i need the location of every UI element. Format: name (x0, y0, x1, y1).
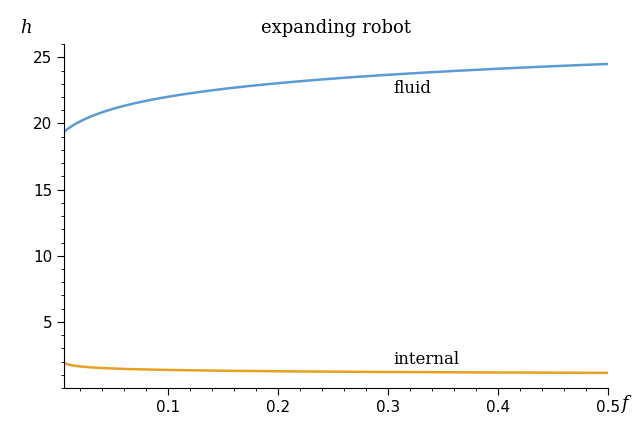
X-axis label: f: f (621, 395, 628, 413)
Text: internal: internal (394, 351, 460, 368)
Text: fluid: fluid (394, 80, 431, 97)
Title: expanding robot: expanding robot (261, 19, 411, 37)
Y-axis label: h: h (20, 19, 32, 37)
